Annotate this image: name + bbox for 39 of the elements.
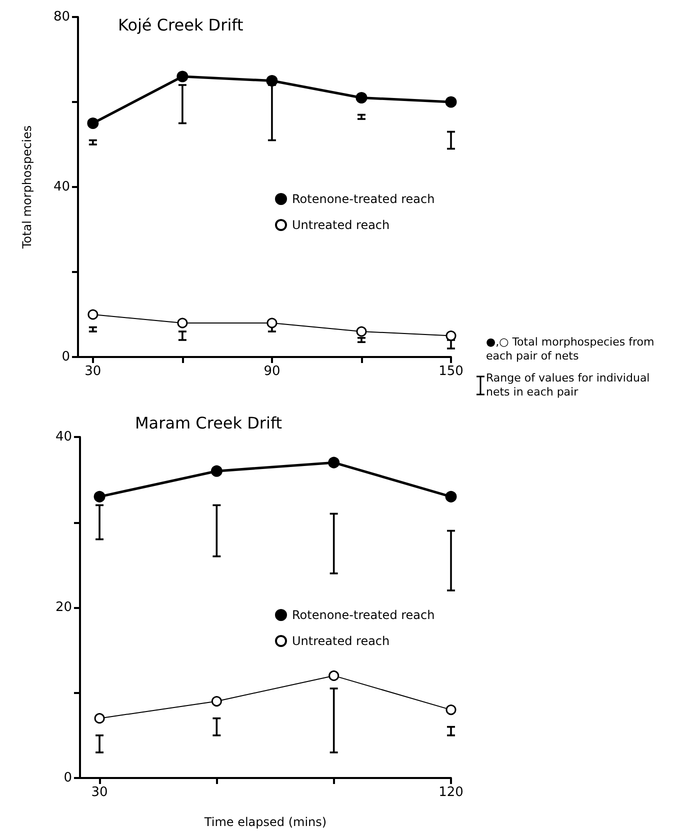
point [446, 330, 456, 341]
point [94, 713, 105, 724]
y-tick-label: 40 [53, 180, 70, 194]
point [328, 456, 340, 468]
point [87, 118, 99, 129]
point [177, 318, 188, 328]
text: ●,○ Total morphospecies from each pair of nets [486, 336, 658, 362]
legend-label: Rotenone-treated reach [292, 608, 435, 622]
x-tick-label: 150 [438, 364, 464, 379]
x-tick-label: 90 [264, 364, 280, 379]
chart-title: Kojé Creek Drift [118, 16, 244, 34]
legend-label: Untreated reach [292, 634, 390, 648]
text: Range of values for individual nets in each pair [486, 372, 654, 398]
point [356, 326, 367, 337]
point [210, 465, 222, 477]
point [88, 309, 98, 320]
x-tick-label: 30 [91, 785, 108, 800]
y-tick-label: 20 [55, 600, 72, 615]
legend-label: Rotenone-treated reach [292, 192, 435, 206]
point [211, 696, 222, 707]
y-axis-title: Total morphospecies [20, 125, 34, 250]
point [176, 70, 188, 82]
point [445, 96, 457, 108]
y-tick-label: 40 [55, 430, 72, 444]
x-axis-title: Time elapsed (mins) [203, 815, 327, 829]
point [445, 490, 457, 502]
y-tick-label: 0 [62, 350, 70, 364]
point [356, 92, 368, 104]
x-tick-label: 120 [438, 785, 464, 800]
legend-label: Untreated reach [292, 218, 390, 232]
point [266, 75, 278, 86]
point [446, 704, 456, 716]
chart-title: Maram Creek Drift [135, 414, 282, 432]
y-tick-label: 80 [53, 10, 70, 24]
point [266, 318, 278, 328]
x-tick-label: 30 [84, 364, 102, 379]
point [328, 670, 340, 681]
point [94, 490, 106, 502]
y-tick-label: 0 [64, 770, 72, 786]
